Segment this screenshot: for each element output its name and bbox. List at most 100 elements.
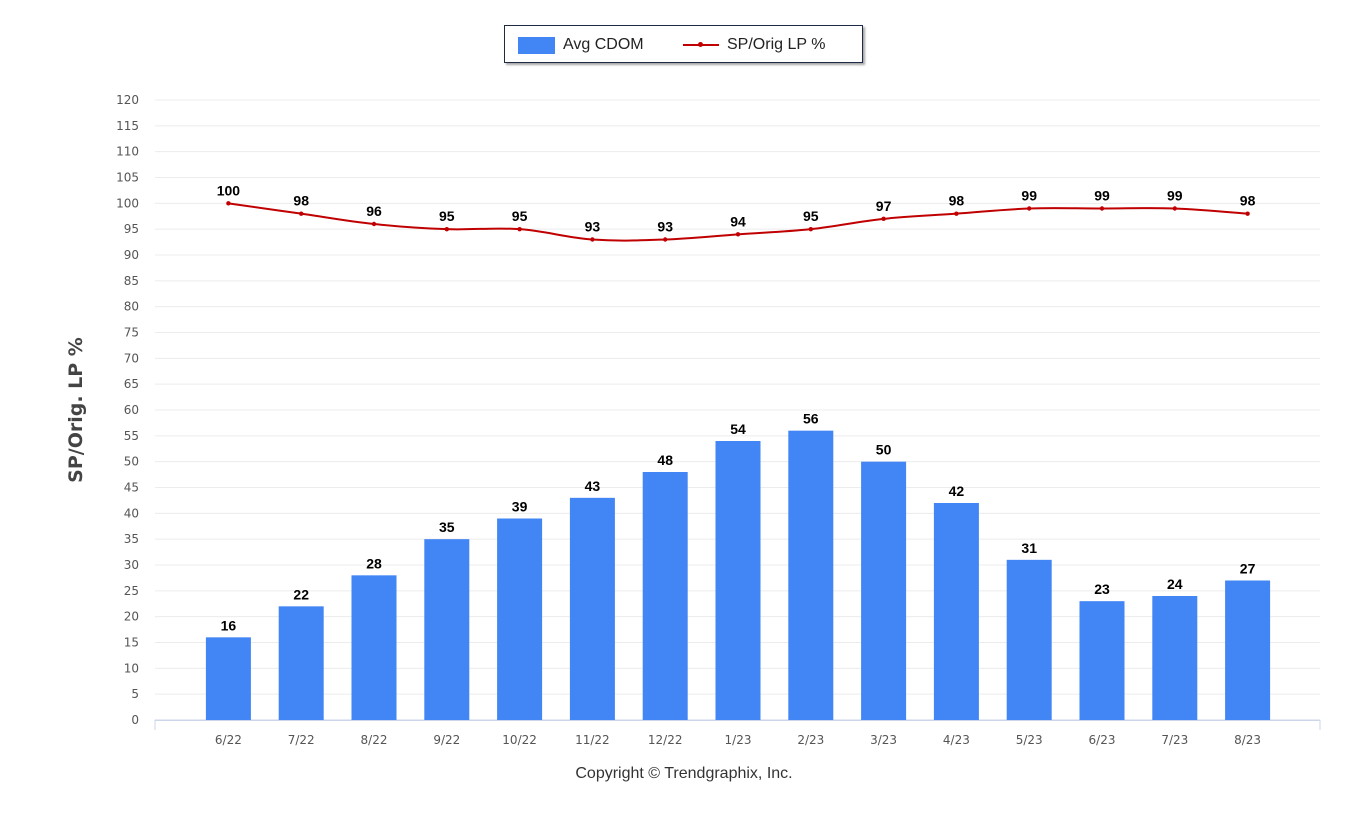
y-axis-title: SP/Orig. LP % bbox=[65, 337, 87, 483]
x-tick-label: 6/23 bbox=[1089, 733, 1116, 747]
line-data-labels: 100 98 96 95 95 93 93 94 95 97 98 99 99 99 98 bbox=[217, 182, 1256, 234]
bar bbox=[715, 441, 761, 720]
bar-data-label: 16 bbox=[221, 617, 237, 633]
bar bbox=[424, 539, 470, 720]
y-tick-label: 95 bbox=[124, 222, 139, 236]
line-point bbox=[881, 216, 886, 222]
legend-label-sp-orig-lp: SP/Orig LP % bbox=[727, 36, 826, 53]
y-tick-label: 80 bbox=[124, 300, 139, 314]
bar bbox=[642, 472, 688, 720]
line-point bbox=[371, 221, 377, 227]
line-data-label: 98 bbox=[293, 193, 309, 209]
bar-data-label: 27 bbox=[1240, 561, 1256, 577]
bar-data-label: 48 bbox=[657, 452, 673, 468]
x-tick-label: 7/23 bbox=[1161, 733, 1188, 747]
bar-data-label: 43 bbox=[585, 478, 601, 494]
y-tick-label: 40 bbox=[124, 506, 139, 520]
x-tick-label: 8/22 bbox=[361, 733, 388, 747]
line-data-label: 100 bbox=[217, 182, 241, 198]
line-data-label: 99 bbox=[1167, 188, 1183, 204]
bar-data-labels: 16 22 28 35 39 43 48 54 56 50 42 31 23 24 27 bbox=[221, 411, 1256, 634]
y-tick-label: 90 bbox=[124, 248, 139, 262]
y-tick-label: 75 bbox=[124, 326, 139, 340]
x-tick-label: 11/22 bbox=[575, 733, 610, 747]
line-point bbox=[808, 226, 813, 232]
y-tick-label: 105 bbox=[116, 171, 139, 185]
bar-data-label: 22 bbox=[293, 586, 309, 602]
bar bbox=[1006, 559, 1052, 720]
legend-swatch-line bbox=[683, 42, 719, 47]
line-point bbox=[444, 226, 449, 232]
bar bbox=[497, 518, 543, 720]
y-tick-label: 115 bbox=[116, 119, 139, 133]
x-tick-label: 6/22 bbox=[215, 733, 242, 747]
bar bbox=[1152, 596, 1198, 720]
x-tick-label: 3/23 bbox=[870, 733, 897, 747]
bar-data-label: 23 bbox=[1094, 581, 1110, 597]
line-point bbox=[1245, 211, 1250, 216]
y-tick-label: 60 bbox=[124, 403, 139, 417]
bar bbox=[278, 606, 324, 720]
x-axis: 6/22 7/22 8/22 9/22 10/22 11/22 12/22 1/23 2/23 3… bbox=[154, 720, 1321, 747]
line-point bbox=[735, 232, 741, 237]
bar-series-avg-cdom bbox=[205, 430, 1271, 720]
bar-data-label: 31 bbox=[1021, 540, 1037, 556]
x-tick-label: 2/23 bbox=[797, 733, 824, 747]
bar-data-label: 24 bbox=[1167, 576, 1183, 592]
y-tick-label: 110 bbox=[116, 145, 139, 159]
bar-data-label: 28 bbox=[366, 555, 382, 571]
copyright-text: Copyright © Trendgraphix, Inc. bbox=[575, 765, 793, 782]
bar bbox=[205, 637, 251, 720]
line-point bbox=[590, 237, 595, 242]
line-series-sp-orig-lp bbox=[226, 201, 1250, 242]
bar bbox=[351, 575, 397, 720]
x-tick-label: 5/23 bbox=[1016, 733, 1043, 747]
bar bbox=[861, 461, 907, 720]
line-point bbox=[1027, 206, 1032, 211]
y-tick-label: 35 bbox=[124, 532, 139, 546]
line-point bbox=[663, 237, 668, 242]
line-data-label: 97 bbox=[876, 198, 892, 214]
bar bbox=[788, 430, 834, 720]
x-tick-label: 4/23 bbox=[943, 733, 970, 747]
bar-data-label: 35 bbox=[439, 519, 455, 535]
bar bbox=[1079, 601, 1125, 720]
bar-data-label: 54 bbox=[730, 421, 746, 437]
y-tick-label: 20 bbox=[124, 610, 139, 624]
line-data-label: 96 bbox=[366, 203, 382, 219]
line-point bbox=[299, 211, 304, 216]
line-data-label: 99 bbox=[1094, 188, 1110, 204]
line-point bbox=[226, 201, 231, 206]
x-tick-label: 8/23 bbox=[1234, 733, 1261, 747]
y-tick-label: 55 bbox=[124, 429, 139, 443]
line-data-label: 99 bbox=[1021, 188, 1037, 204]
y-tick-label: 10 bbox=[124, 661, 139, 675]
y-tick-label: 0 bbox=[131, 713, 139, 727]
line-data-label: 93 bbox=[657, 219, 673, 235]
line-data-label: 98 bbox=[1240, 193, 1256, 209]
bar bbox=[1225, 580, 1271, 720]
y-tick-label: 100 bbox=[116, 196, 139, 210]
y-tick-label: 5 bbox=[131, 687, 139, 701]
line-point bbox=[1099, 206, 1105, 211]
line-data-label: 93 bbox=[585, 219, 601, 235]
x-tick-label: 10/22 bbox=[502, 733, 537, 747]
bar-data-label: 50 bbox=[876, 442, 892, 458]
line-data-label: 98 bbox=[949, 193, 965, 209]
line-data-label: 95 bbox=[512, 208, 528, 224]
y-tick-label: 50 bbox=[124, 455, 139, 469]
line-point bbox=[517, 226, 522, 232]
gridlines bbox=[155, 99, 1320, 721]
legend-item-avg-cdom[interactable]: Avg CDOM bbox=[518, 26, 644, 64]
y-tick-label: 25 bbox=[124, 584, 139, 598]
bar bbox=[569, 497, 615, 720]
legend-item-sp-orig-lp[interactable]: SP/Orig LP % bbox=[683, 26, 825, 64]
line-data-label: 95 bbox=[439, 208, 455, 224]
line-point bbox=[1172, 206, 1178, 211]
y-tick-label: 45 bbox=[124, 481, 139, 495]
y-tick-label: 85 bbox=[124, 274, 139, 288]
line-data-label: 94 bbox=[730, 213, 746, 229]
x-tick-label: 12/22 bbox=[648, 733, 683, 747]
x-tick-label: 7/22 bbox=[288, 733, 315, 747]
